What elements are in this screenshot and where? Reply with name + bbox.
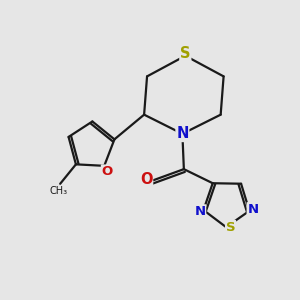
Text: S: S (226, 220, 236, 234)
Text: N: N (176, 126, 189, 141)
Text: CH₃: CH₃ (50, 186, 68, 196)
Text: N: N (194, 205, 206, 218)
Text: N: N (248, 203, 259, 216)
Text: O: O (102, 165, 113, 178)
Text: S: S (180, 46, 190, 61)
Text: O: O (140, 172, 152, 187)
